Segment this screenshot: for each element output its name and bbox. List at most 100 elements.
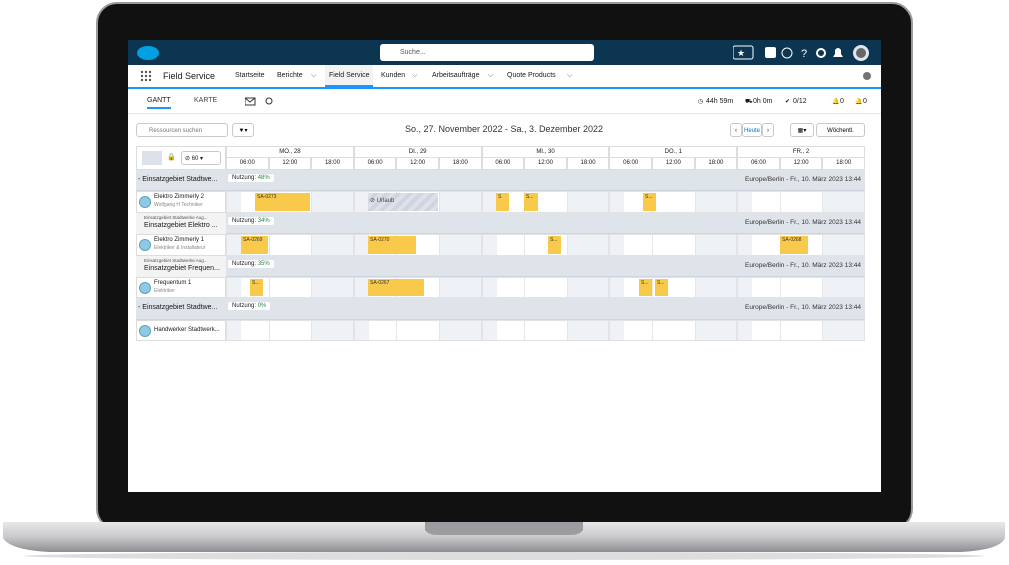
filter-button[interactable]: ▼▾: [232, 123, 254, 137]
day-cell: [481, 319, 610, 342]
hour-header: 12:00: [396, 158, 439, 170]
stat: 0: [840, 98, 844, 105]
group-left: [136, 255, 226, 277]
hour-header: 12:00: [268, 158, 312, 170]
appointment-bar[interactable]: S...: [524, 193, 538, 211]
today-button[interactable]: Heute: [742, 123, 762, 137]
top-bar: Suche... ★ ?: [128, 40, 881, 65]
usage-value: 48%: [257, 175, 270, 181]
day-cell: [609, 191, 738, 213]
appointment-bar[interactable]: S...: [655, 279, 668, 297]
nav-tab[interactable]: Quote Products: [507, 72, 556, 79]
view-select[interactable]: Wöchentl.: [816, 123, 865, 137]
nav-tab[interactable]: Kunden: [381, 72, 406, 79]
usage-label: Nutzung:: [232, 303, 257, 310]
nav-tab[interactable]: Berichte: [277, 72, 303, 79]
appointment-bar[interactable]: SA-0270: [368, 236, 416, 254]
hour-line: [396, 319, 398, 342]
day-cell: [737, 319, 865, 342]
hour-header: 12:00: [652, 158, 695, 170]
hour-line: [779, 191, 781, 213]
hour-line: [652, 319, 653, 342]
usage-badge: Nutzung: 35%: [228, 259, 274, 268]
day-cell: [481, 234, 610, 256]
stat-icon: 🔔: [855, 99, 863, 105]
appointment-bar[interactable]: SA-0273: [255, 193, 310, 211]
toggle[interactable]: [142, 151, 162, 165]
hour-header: 12:00: [524, 158, 567, 170]
calendar-button[interactable]: ▦▾: [790, 123, 814, 137]
avatar: [139, 196, 151, 209]
hour-header: 06:00: [481, 158, 525, 170]
stat-icon: ⛟: [745, 99, 753, 105]
usage-label: Nutzung:: [232, 260, 257, 267]
laptop-base: [3, 522, 1005, 552]
stat-icon: ✔: [785, 99, 791, 105]
hour-header: 18:00: [822, 158, 865, 170]
lock[interactable]: 🔒: [167, 154, 176, 161]
date-range: So., 27. November 2022 - Sa., 3. Dezembe…: [404, 124, 604, 134]
absence-bar[interactable]: ⊘ Urlaub: [368, 193, 438, 211]
view-tab[interactable]: KARTE: [194, 97, 218, 104]
group-header: [136, 255, 865, 277]
usage-badge: Nutzung: 48%: [228, 174, 274, 182]
sub-icons: [245, 97, 273, 106]
hour-line: [779, 319, 781, 342]
next-button[interactable]: ›: [762, 123, 774, 137]
appointment-bar[interactable]: SA-0267: [368, 279, 424, 297]
appointment-bar[interactable]: SA-0268: [780, 236, 808, 254]
day-header: MO., 28: [226, 146, 354, 158]
appointment-bar[interactable]: S...: [643, 193, 656, 211]
appointment-bar[interactable]: S...: [548, 236, 561, 254]
hour-line: [311, 319, 313, 342]
hour-line: [439, 191, 440, 213]
gantt-corner: 🔒 ⊘ 60 ▾: [136, 146, 226, 170]
hour-line: [694, 234, 696, 256]
nav-tab[interactable]: Arbeitsaufträge: [432, 72, 480, 79]
hour-line: [822, 234, 824, 256]
hour-line: [439, 319, 440, 342]
stat: 0: [863, 98, 867, 105]
app-launcher[interactable]: [140, 70, 152, 82]
svg-text:?: ?: [801, 48, 807, 60]
hour-line: [566, 234, 568, 256]
day-cell: [481, 277, 610, 299]
hour-line: [694, 319, 696, 342]
duration-value: 60: [191, 156, 199, 162]
appointment-bar[interactable]: SA-0269: [241, 236, 268, 254]
gantt: 🔒 ⊘ 60 ▾ MO., 28 06:00 12:00 18:00 DI., 29 06…: [136, 146, 865, 380]
day-header: DO., 1: [609, 146, 738, 158]
duration[interactable]: ⊘ 60 ▾: [181, 151, 221, 165]
day-cell: [737, 277, 865, 299]
resource-name: Elektro Zimmerly 2: [154, 194, 205, 201]
appointment-bar[interactable]: S: [496, 193, 509, 211]
hour-line: [566, 319, 568, 342]
hour-line: [268, 234, 270, 256]
screen: Suche... ★ ? Field Service Startseite Ber…: [128, 40, 881, 492]
hour-line: [694, 191, 696, 213]
timezone: Europe/Berlin - Fr., 10. März 2023 13:44: [745, 261, 861, 269]
nav-tab[interactable]: Field Service: [325, 65, 374, 87]
resource-search[interactable]: Ressourcen suchen: [136, 123, 228, 137]
day-cell: [353, 319, 482, 342]
tab-chevron: ⌵: [311, 72, 317, 79]
svg-text:★: ★: [737, 48, 745, 58]
stat-icon: 🔔: [832, 99, 840, 105]
usage-badge: Nutzung: 34%: [228, 216, 274, 225]
appointment-bar[interactable]: S...: [250, 279, 263, 297]
timezone: Europe/Berlin - Fr., 10. März 2023 13:44: [745, 218, 861, 226]
hour-line: [822, 191, 824, 213]
resource-cell: [136, 191, 226, 213]
hour-line: [694, 277, 696, 299]
day-header: MI., 30: [481, 146, 610, 158]
day-header: DI., 29: [353, 146, 482, 158]
view-tab[interactable]: GANTT: [147, 97, 171, 109]
prev-button[interactable]: ‹: [730, 123, 742, 137]
appointment-bar[interactable]: S...: [639, 279, 652, 297]
usage-badge: Nutzung: 0%: [228, 302, 271, 311]
resource-role: Elektriker: [154, 288, 175, 294]
nav-tab[interactable]: Startseite: [235, 72, 265, 79]
search-box[interactable]: Suche...: [380, 44, 594, 61]
info-icon[interactable]: [863, 72, 871, 80]
resource-role: Wolfgang H Techniker: [154, 202, 203, 209]
